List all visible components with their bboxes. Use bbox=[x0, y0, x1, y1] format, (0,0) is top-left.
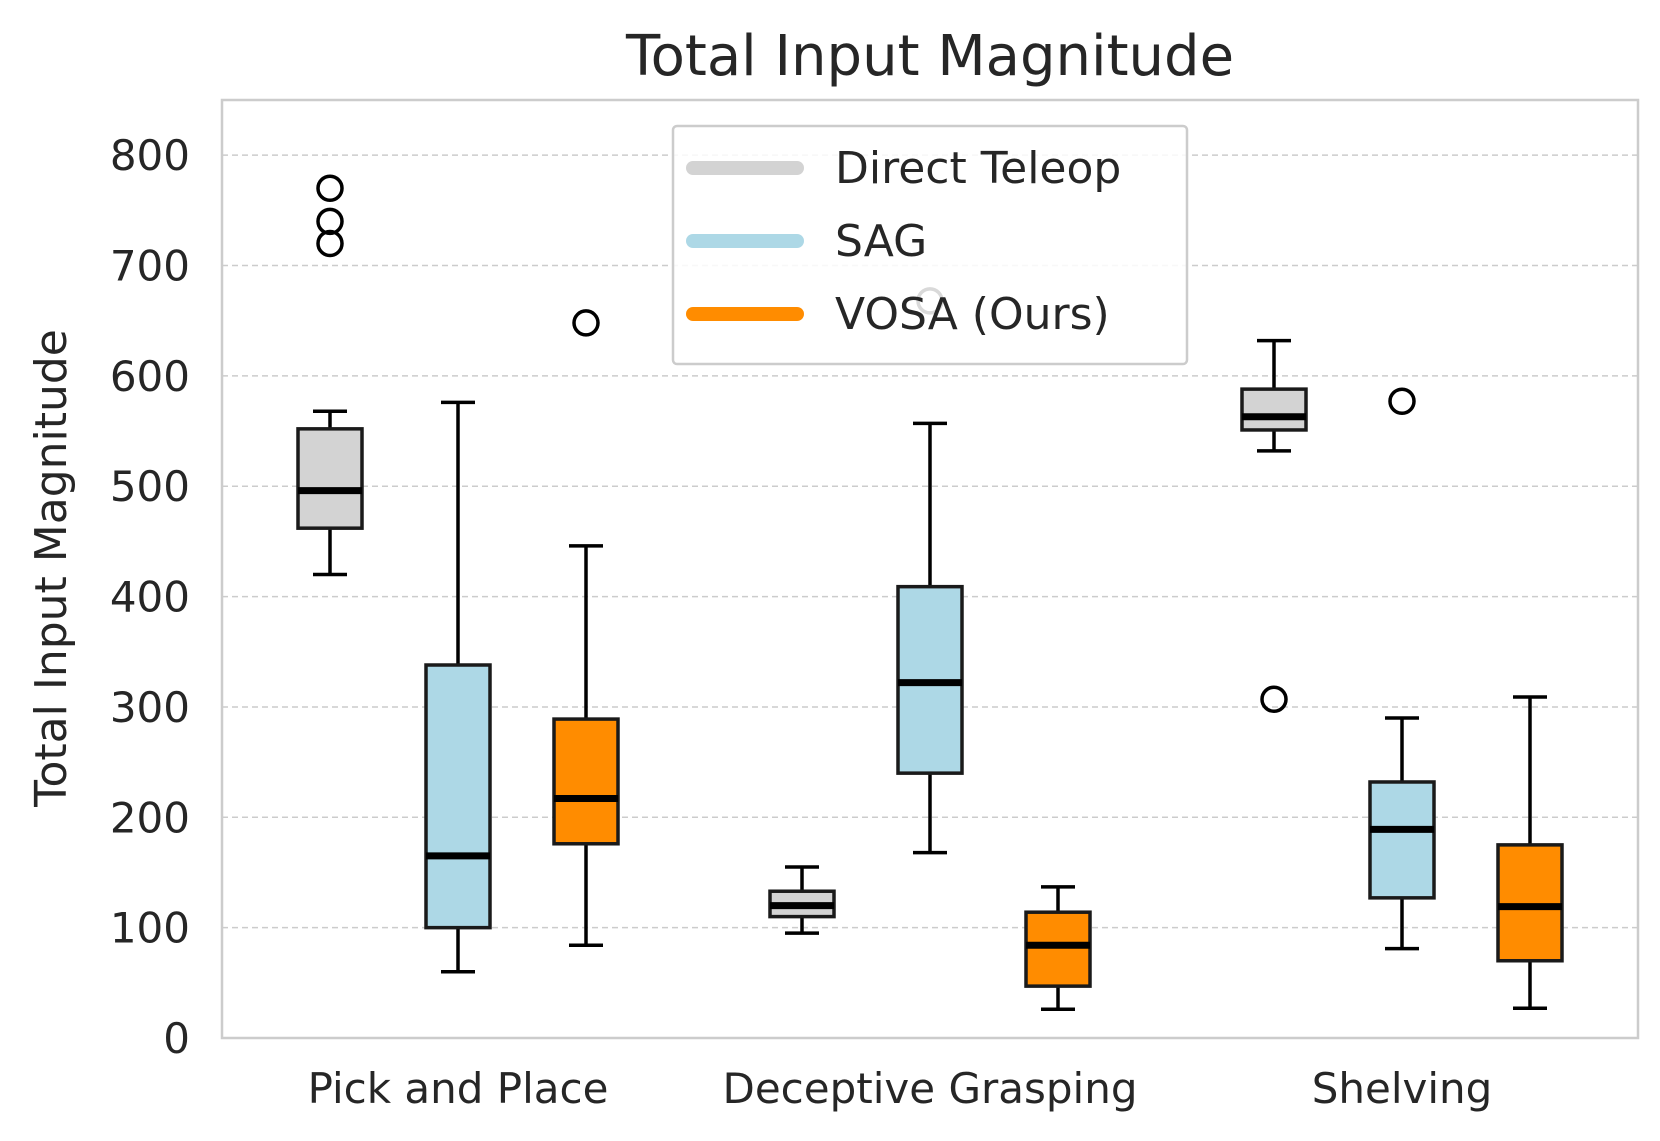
y-tick-label: 200 bbox=[110, 793, 190, 842]
y-axis-label: Total Input Magnitude bbox=[26, 329, 77, 808]
box-1-1 bbox=[896, 287, 964, 855]
y-tick-label: 500 bbox=[110, 462, 190, 511]
iqr-box bbox=[424, 663, 492, 930]
legend-box bbox=[671, 124, 1189, 366]
box-1-2 bbox=[1368, 387, 1436, 951]
y-tick-label: 800 bbox=[110, 131, 190, 180]
x-tick-label: Deceptive Grasping bbox=[723, 1064, 1138, 1113]
x-tick-label: Pick and Place bbox=[308, 1064, 609, 1113]
iqr-box bbox=[1368, 780, 1436, 900]
y-tick-label: 300 bbox=[110, 683, 190, 732]
box-0-0 bbox=[296, 174, 364, 577]
box-1-0 bbox=[424, 400, 492, 974]
iqr-box bbox=[296, 427, 364, 530]
outlier-point bbox=[316, 207, 344, 236]
box-2-2 bbox=[1496, 695, 1564, 1010]
outlier-point bbox=[1260, 685, 1288, 713]
legend-label: Direct Teleop bbox=[835, 143, 1121, 194]
x-tick-label: Shelving bbox=[1312, 1064, 1493, 1113]
outlier-point bbox=[316, 174, 344, 203]
outlier-point bbox=[316, 229, 344, 258]
legend: Direct Teleop SAG VOSA (Ours) bbox=[671, 124, 1189, 366]
y-tick-label: 700 bbox=[110, 242, 190, 291]
y-tick-label: 0 bbox=[163, 1014, 190, 1063]
box-2-0 bbox=[552, 309, 620, 948]
legend-label: VOSA (Ours) bbox=[835, 289, 1110, 340]
iqr-box bbox=[1024, 910, 1092, 988]
iqr-box bbox=[1496, 843, 1564, 963]
iqr-box bbox=[1240, 387, 1308, 432]
outlier-point bbox=[572, 309, 600, 337]
iqr-box bbox=[552, 717, 620, 846]
y-tick-labels: 0 100 200 300 400 500 600 700 800 bbox=[110, 131, 190, 1063]
plot-frame bbox=[220, 98, 1640, 1040]
box-plots bbox=[296, 174, 1564, 1012]
legend-label: SAG bbox=[835, 216, 927, 267]
box-0-2 bbox=[1240, 338, 1308, 713]
y-tick-label: 400 bbox=[110, 573, 190, 622]
outlier-point bbox=[1388, 387, 1416, 416]
box-2-1 bbox=[1024, 885, 1092, 1012]
x-tick-labels: Pick and Place Deceptive Grasping Shelving bbox=[308, 1064, 1493, 1113]
y-tick-label: 100 bbox=[110, 904, 190, 953]
box-0-1 bbox=[768, 865, 836, 935]
chart-title: Total Input Magnitude bbox=[625, 24, 1234, 89]
y-tick-label: 600 bbox=[110, 352, 190, 401]
